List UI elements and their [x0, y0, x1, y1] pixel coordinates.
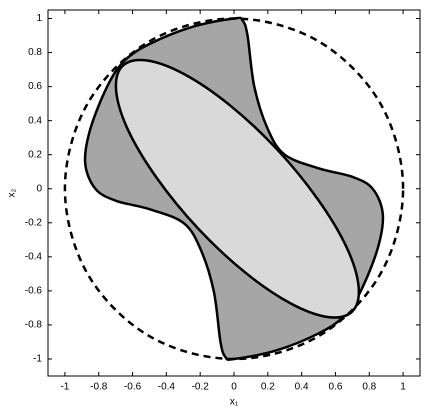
x-tick-label: 0: [231, 382, 237, 393]
x-tick-label: -0.6: [124, 382, 142, 393]
y-tick-label: -1: [33, 354, 42, 365]
x-axis-label: x₁: [230, 397, 239, 408]
x-tick-label: 0.4: [295, 382, 309, 393]
region-boundary: [63, 17, 405, 361]
y-tick-label: -0.4: [25, 251, 43, 262]
x-tick-label: -1: [60, 382, 69, 393]
x-tick-label: -0.4: [158, 382, 176, 393]
y-tick-label: 0: [36, 183, 42, 194]
x-tick-label: -0.8: [90, 382, 108, 393]
y-tick-label: 0.6: [28, 81, 42, 92]
region-boundary: [114, 58, 361, 319]
y-tick-label: -0.2: [25, 217, 43, 228]
y-tick-label: -0.8: [25, 320, 43, 331]
y-tick-label: 1: [36, 13, 42, 24]
y-tick-label: 0.4: [28, 115, 42, 126]
y-axis-label: x₂: [7, 188, 18, 197]
y-tick-label: 0.8: [28, 47, 42, 58]
y-tick-label: 0.2: [28, 149, 42, 160]
x-tick-label: 1: [400, 382, 406, 393]
x-tick-label: 0.8: [362, 382, 376, 393]
x-tick-label: 0.2: [261, 382, 275, 393]
x-tick-label: 0.6: [329, 382, 343, 393]
x-tick-label: -0.2: [192, 382, 210, 393]
y-tick-label: -0.6: [25, 286, 43, 297]
